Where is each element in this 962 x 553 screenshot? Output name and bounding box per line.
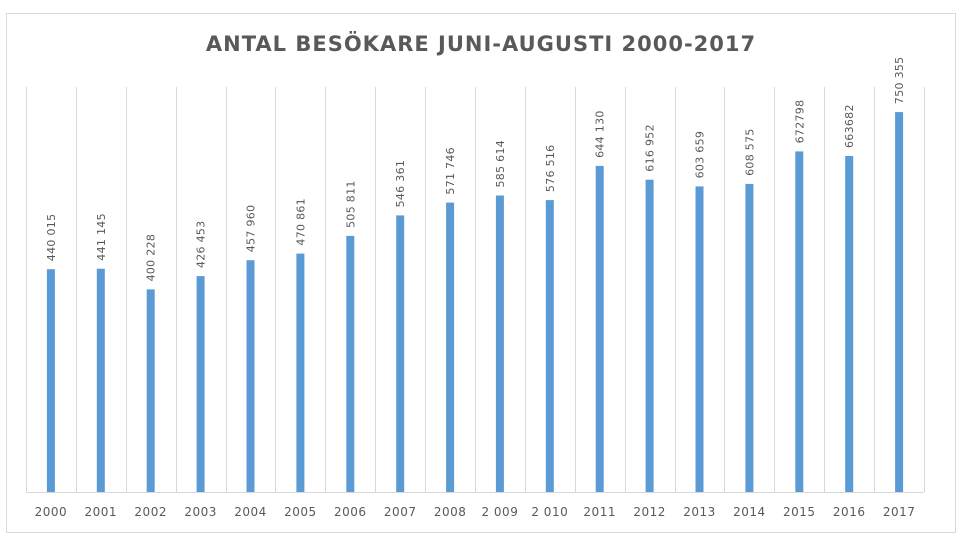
data-label: 616 952 [644, 124, 657, 172]
bar [396, 215, 405, 492]
x-tick-label: 2002 [134, 505, 167, 519]
x-tick-label: 2005 [284, 505, 317, 519]
x-tick-label: 2006 [334, 505, 367, 519]
data-label: 505 811 [344, 180, 357, 228]
data-label: 546 361 [394, 160, 407, 208]
x-tick-label: 2011 [583, 505, 616, 519]
x-tick-label: 2008 [434, 505, 467, 519]
bar [246, 260, 255, 492]
bar [296, 253, 305, 492]
bar [545, 200, 554, 492]
bar [745, 183, 754, 492]
data-label: 457 960 [245, 205, 258, 253]
data-label: 400 228 [145, 234, 158, 282]
data-label: 644 130 [594, 110, 607, 158]
bar [845, 156, 854, 492]
x-tick-label: 2014 [733, 505, 766, 519]
data-label: 440 015 [45, 214, 58, 262]
data-label: 663682 [843, 104, 856, 148]
bar [895, 112, 904, 492]
chart-title: ANTAL BESÖKARE JUNI-AUGUSTI 2000-2017 [205, 32, 757, 56]
x-tick-label: 2 009 [481, 505, 518, 519]
data-label: 470 861 [294, 198, 307, 246]
x-tick-label: 2003 [184, 505, 217, 519]
x-tick-label: 2 010 [531, 505, 568, 519]
data-label: 585 614 [494, 140, 507, 188]
x-tick-label: 2007 [384, 505, 417, 519]
bar [96, 268, 105, 492]
bar [446, 202, 455, 492]
data-label: 672798 [793, 100, 806, 144]
bar [495, 195, 504, 492]
bar [695, 186, 704, 492]
x-tick-label: 2016 [833, 505, 866, 519]
data-label: 603 659 [694, 131, 707, 179]
x-tick-label: 2004 [234, 505, 267, 519]
data-label: 608 575 [743, 128, 756, 176]
bar [795, 151, 804, 492]
bar [595, 165, 604, 492]
data-label: 426 453 [195, 221, 208, 269]
bar [46, 269, 55, 492]
x-tick-label: 2017 [883, 505, 916, 519]
bar [645, 179, 654, 492]
x-tick-label: 2000 [35, 505, 68, 519]
x-tick-label: 2012 [633, 505, 666, 519]
x-tick-label: 2013 [683, 505, 716, 519]
data-label: 750 355 [893, 57, 906, 105]
data-label: 441 145 [95, 213, 108, 261]
x-tick-label: 2015 [783, 505, 816, 519]
bar [146, 289, 155, 492]
bar [196, 276, 205, 492]
x-tick-label: 2001 [85, 505, 118, 519]
bar [346, 235, 355, 492]
data-label: 576 516 [544, 145, 557, 193]
data-label: 571 746 [444, 147, 457, 195]
